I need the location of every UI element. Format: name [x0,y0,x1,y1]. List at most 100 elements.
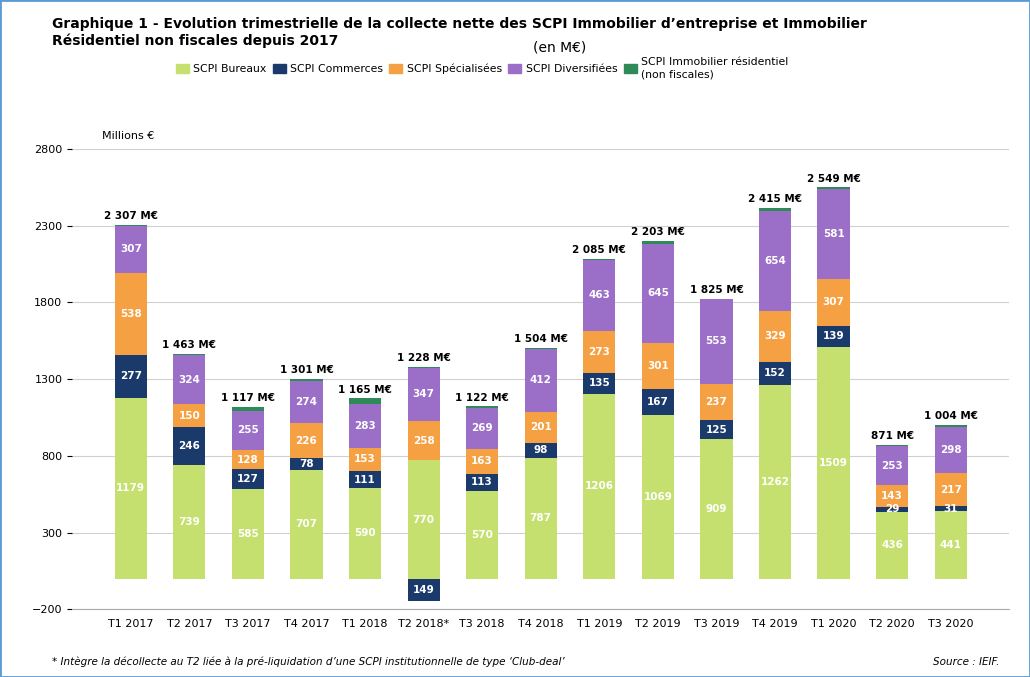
Bar [583,393,615,579]
Text: Millions €: Millions € [102,131,153,141]
Text: 329: 329 [764,331,786,341]
Text: 412: 412 [529,375,552,385]
Text: 301: 301 [647,361,668,371]
Bar [759,208,791,211]
Text: 283: 283 [354,421,376,431]
Bar [349,399,381,404]
Bar [818,188,850,190]
Text: 277: 277 [119,372,142,381]
Text: 127: 127 [237,474,259,484]
Bar [349,447,381,471]
Text: 98: 98 [534,445,548,456]
Text: 324: 324 [178,374,200,385]
Text: 163: 163 [472,456,493,466]
Text: 645: 645 [647,288,668,299]
Bar [232,407,264,410]
Text: 2 203 M€: 2 203 M€ [631,227,685,237]
Text: * Intègre la décollecte au T2 liée à la pré-liquidation d’une SCPI institutionne: * Intègre la décollecte au T2 liée à la … [52,656,564,667]
Bar [114,397,147,579]
Text: 31: 31 [943,504,958,514]
Bar [290,379,322,381]
Bar [349,471,381,488]
Bar [642,389,674,414]
Bar [467,474,499,491]
Text: 143: 143 [882,492,903,501]
Text: 436: 436 [882,540,903,550]
Bar [232,410,264,450]
Bar [877,512,908,579]
Text: 128: 128 [237,454,259,464]
Bar [349,404,381,447]
Bar [467,449,499,474]
Bar [114,355,147,397]
Bar [700,384,732,420]
Bar [759,385,791,579]
Text: 590: 590 [354,528,376,538]
Bar [467,491,499,579]
Text: 201: 201 [529,422,552,433]
Text: 463: 463 [588,290,610,301]
Legend: SCPI Bureaux, SCPI Commerces, SCPI Spécialisées, SCPI Diversifiées, SCPI Immobil: SCPI Bureaux, SCPI Commerces, SCPI Spéci… [171,53,793,83]
Bar [818,190,850,279]
Bar [818,347,850,579]
Text: 1 825 M€: 1 825 M€ [689,285,744,294]
Text: Source : IEIF.: Source : IEIF. [933,657,999,667]
Text: 253: 253 [882,461,903,471]
Text: 570: 570 [472,530,493,540]
Bar [759,362,791,385]
Bar [524,348,557,349]
Text: 274: 274 [296,397,317,408]
Text: 909: 909 [706,504,727,514]
Text: 2 085 M€: 2 085 M€ [573,245,626,255]
Bar [877,445,908,447]
Bar [408,368,440,421]
Text: 149: 149 [413,585,435,595]
Bar [349,488,381,579]
Bar [524,443,557,458]
Text: 1 228 M€: 1 228 M€ [397,353,450,364]
Text: 585: 585 [237,529,259,539]
Text: 739: 739 [178,517,200,527]
Text: 1 165 M€: 1 165 M€ [338,385,392,395]
Bar [583,331,615,373]
Text: 1069: 1069 [644,492,673,502]
Text: 2 307 M€: 2 307 M€ [104,211,158,221]
Text: 1206: 1206 [585,481,614,491]
Text: 258: 258 [413,436,435,445]
Bar [290,458,322,470]
Text: 135: 135 [588,378,610,388]
Bar [232,450,264,469]
Text: 217: 217 [939,485,962,494]
Bar [700,420,732,439]
Bar [114,273,147,355]
Bar [934,511,967,579]
Bar [877,507,908,512]
Bar [642,240,674,244]
Bar [524,349,557,412]
Text: 29: 29 [885,504,899,515]
Text: 787: 787 [529,513,552,523]
Text: 153: 153 [354,454,376,464]
Bar [173,465,205,579]
Text: 553: 553 [706,336,727,346]
Bar [290,381,322,424]
Text: 581: 581 [823,229,845,239]
Bar [877,485,908,507]
Text: 871 M€: 871 M€ [870,431,914,441]
Bar [173,404,205,427]
Bar [583,259,615,260]
Text: 78: 78 [299,459,314,469]
Bar [642,244,674,343]
Bar [642,343,674,389]
Text: 654: 654 [764,256,786,266]
Text: 1179: 1179 [116,483,145,493]
Bar [934,424,967,427]
Bar [877,447,908,485]
Bar [173,355,205,404]
Text: 139: 139 [823,331,845,341]
Text: (en M€): (en M€) [533,41,586,55]
Bar [467,406,499,408]
Bar [232,469,264,489]
Text: 1 004 M€: 1 004 M€ [924,411,977,420]
Bar [114,225,147,273]
